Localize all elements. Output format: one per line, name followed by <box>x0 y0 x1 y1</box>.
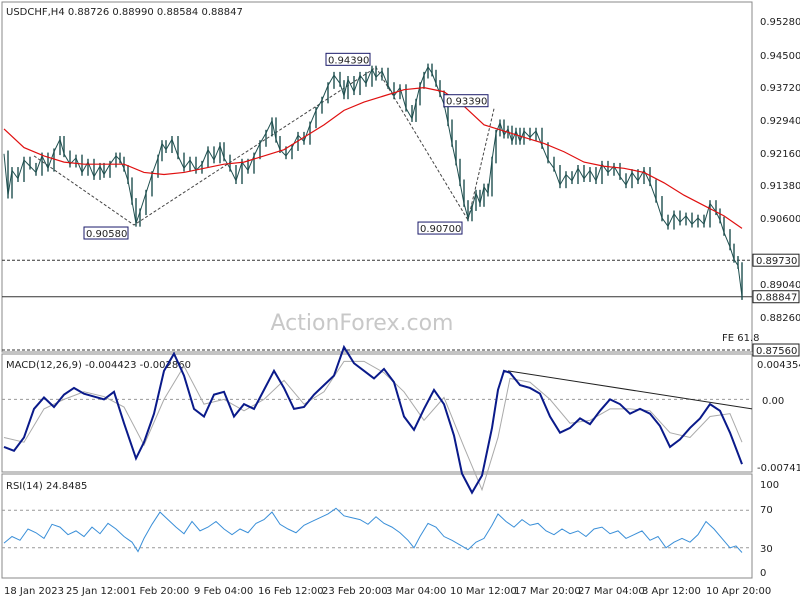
level-price-label: 0.88847 <box>752 290 800 304</box>
rsi-y-tick: 100 <box>760 480 779 491</box>
watermark: ActionForex.com <box>271 311 454 336</box>
x-tick-label: 23 Feb 20:00 <box>322 586 388 597</box>
price-panel-frame <box>1 1 753 353</box>
price-y-tick: 0.90600 <box>760 214 800 225</box>
price-y-tick: 0.89040 <box>760 280 800 291</box>
macd-y-tick: 0.00 <box>762 396 784 407</box>
rsi-panel-frame <box>1 473 753 579</box>
swing-label: 0.90700 <box>417 221 463 235</box>
swing-label-box <box>443 94 489 108</box>
rsi-panel-title: RSI(14) 24.8485 <box>6 481 87 492</box>
price-y-tick: 0.88260 <box>760 313 800 324</box>
zigzag-line <box>33 66 495 226</box>
swing-label: 0.94390 <box>325 52 371 66</box>
x-tick-label: 10 Mar 12:00 <box>450 586 517 597</box>
moving-average-line <box>3 86 743 229</box>
price-y-tick: 0.92160 <box>760 149 800 160</box>
price-y-tick: 0.95280 <box>760 17 800 28</box>
x-tick-label: 18 Jan 2023 <box>4 586 64 597</box>
swing-label-box <box>417 221 463 235</box>
x-tick-label: 17 Mar 20:00 <box>514 586 581 597</box>
macd-line <box>3 344 743 495</box>
swing-label-box <box>325 52 371 66</box>
x-tick-label: 10 Apr 20:00 <box>706 586 771 597</box>
price-y-tick: 0.93720 <box>760 83 800 94</box>
swing-label-text: 0.93390 <box>446 97 487 108</box>
x-tick-label: 3 Mar 04:00 <box>386 586 446 597</box>
x-tick-label: 16 Feb 12:00 <box>258 586 324 597</box>
x-tick-label: 9 Feb 04:00 <box>194 586 253 597</box>
level-label-text: 0.87560 <box>756 346 797 357</box>
price-y-tick: 0.92940 <box>760 116 800 127</box>
macd-y-tick: 0.004354 <box>757 360 800 371</box>
level-label-box <box>752 290 800 304</box>
macd-series <box>2 344 753 495</box>
x-tick-label: 1 Feb 20:00 <box>130 586 189 597</box>
level-label-text: 0.89730 <box>756 256 797 267</box>
price-panel-title: USDCHF,H4 0.88726 0.88990 0.88584 0.8884… <box>6 7 243 18</box>
swing-label-box <box>83 226 129 240</box>
rsi-series <box>2 507 752 553</box>
fe-note: FE 61.8 <box>722 333 760 344</box>
price-series: 0.89730 0.88847 0.87560 0.90580 0.94390 0.907… <box>2 52 800 357</box>
level-label-box <box>752 343 800 357</box>
swing-label: 0.93390 <box>443 94 489 108</box>
x-tick-label: 3 Apr 12:00 <box>642 586 701 597</box>
price-y-tick: 0.94500 <box>760 51 800 62</box>
price-y-axis: 0.95280 0.94500 0.93720 0.92940 0.92160 … <box>760 17 800 324</box>
macd-panel-frame <box>1 353 753 473</box>
macd-y-tick: -0.007417 <box>757 463 800 474</box>
macd-trendline <box>507 370 753 410</box>
rsi-line <box>3 507 743 553</box>
level-label-box <box>752 253 800 267</box>
price-line <box>3 65 743 297</box>
x-tick-label: 25 Jan 12:00 <box>66 586 129 597</box>
level-price-label: 0.89730 <box>752 253 800 267</box>
rsi-y-tick: 0 <box>760 568 766 579</box>
swing-label: 0.90580 <box>83 226 129 240</box>
swing-label-text: 0.94390 <box>328 55 369 66</box>
price-y-tick: 0.91380 <box>760 181 800 192</box>
swing-label-text: 0.90580 <box>86 229 127 240</box>
x-axis: 18 Jan 2023 25 Jan 12:00 1 Feb 20:00 9 F… <box>4 586 771 597</box>
macd-panel-title: MACD(12,26,9) -0.004423 -0.002860 <box>6 360 191 371</box>
rsi-y-tick: 70 <box>760 505 773 516</box>
rsi-y-tick: 30 <box>760 544 773 555</box>
level-label-text: 0.88847 <box>756 293 797 304</box>
macd-signal-line <box>3 360 743 492</box>
swing-label-text: 0.90700 <box>420 224 461 235</box>
x-tick-label: 27 Mar 04:00 <box>578 586 645 597</box>
level-price-label: 0.87560 <box>752 343 800 357</box>
